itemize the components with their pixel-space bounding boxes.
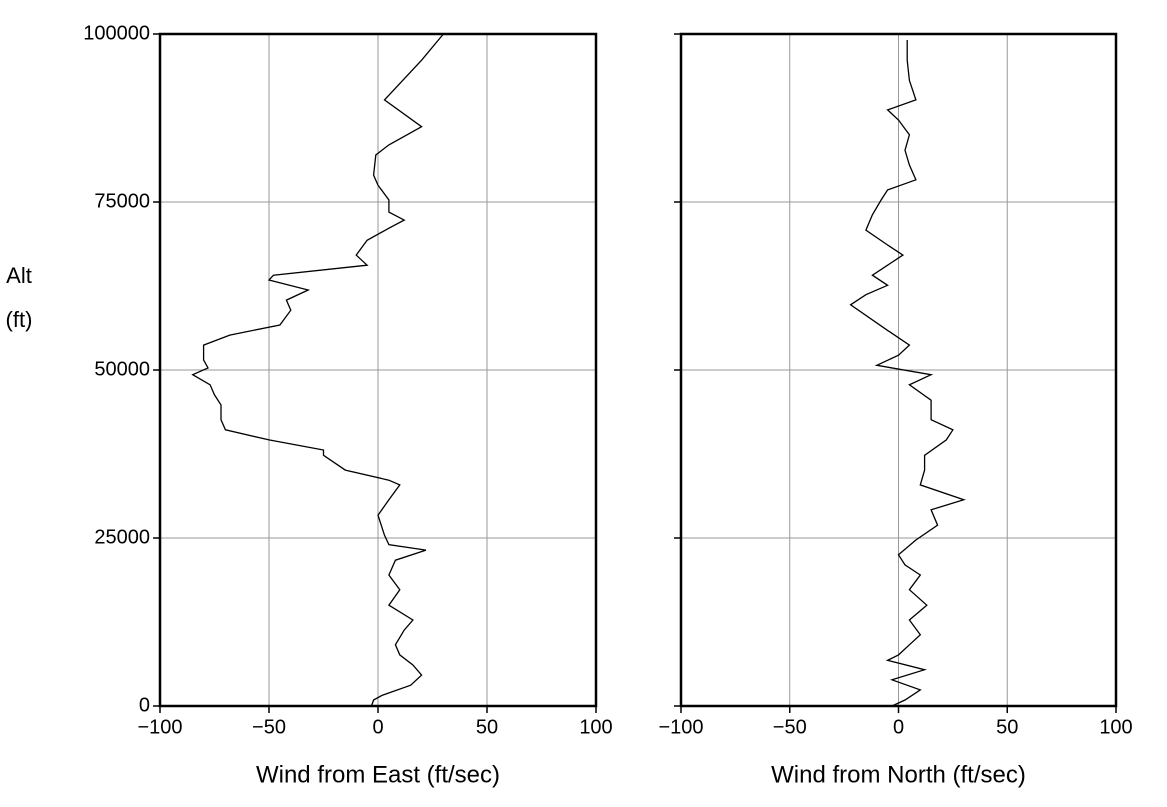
profile-line	[849, 40, 966, 707]
y-tick-label: 50000	[94, 358, 150, 380]
x-tick-label: 100	[1099, 716, 1132, 738]
plot-frame	[679, 32, 1118, 708]
profile-line	[191, 33, 444, 707]
x-tick-label: 50	[476, 716, 498, 738]
y-tick-label: 75000	[94, 190, 150, 212]
x-axis-title: Wind from North (ft/sec)	[771, 761, 1026, 788]
y-tick-label: 100000	[83, 22, 150, 44]
x-tick-label: 0	[372, 716, 383, 738]
x-axis-title: Wind from East (ft/sec)	[256, 761, 500, 788]
x-tick-label: 0	[893, 716, 904, 738]
x-tick-label: −50	[773, 716, 807, 738]
y-tick-label: 25000	[94, 526, 150, 548]
x-tick-label: 100	[579, 716, 612, 738]
x-tick-label: −100	[137, 716, 182, 738]
plot-frame	[158, 32, 598, 708]
y-tick-label: 0	[139, 694, 150, 716]
x-tick-label: −50	[252, 716, 286, 738]
y-axis-title: Alt (ft)	[5, 263, 33, 332]
x-tick-label: 50	[996, 716, 1018, 738]
x-tick-label: −100	[658, 716, 703, 738]
